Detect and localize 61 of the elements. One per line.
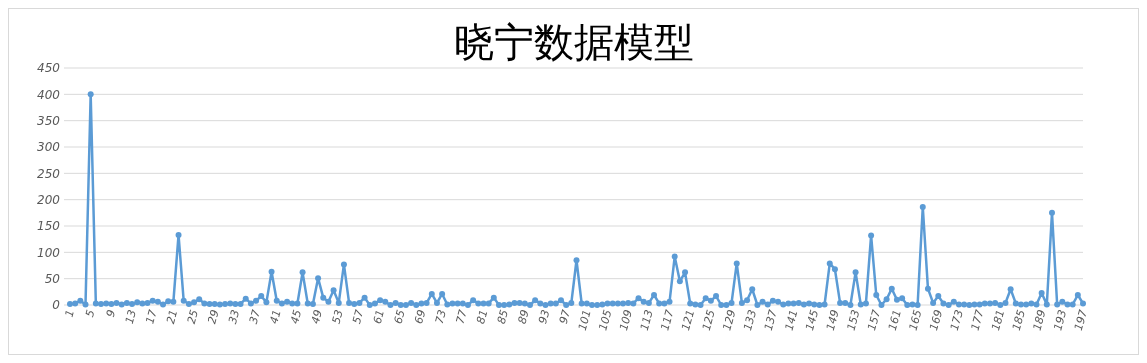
x-tick-label: 49 — [308, 308, 325, 326]
x-tick-label: 77 — [453, 308, 470, 326]
x-tick-label: 105 — [596, 308, 615, 333]
y-tick-label: 300 — [37, 140, 61, 155]
x-tick-label: 57 — [350, 308, 367, 326]
x-tick-label: 189 — [1030, 308, 1049, 333]
x-tick-label: 5 — [83, 308, 98, 319]
x-tick-label: 165 — [906, 308, 925, 333]
chart-title: 晓宁数据模型 — [453, 19, 694, 65]
y-tick-label: 100 — [37, 245, 61, 260]
x-tick-label: 21 — [164, 308, 181, 326]
x-tick-label: 129 — [720, 308, 739, 333]
x-tick-label: 65 — [391, 308, 408, 326]
x-tick-label: 97 — [556, 308, 574, 326]
x-tick-label: 13 — [122, 308, 139, 326]
y-tick-label: 350 — [37, 113, 61, 128]
x-tick-label: 37 — [246, 308, 263, 326]
x-tick-label: 89 — [515, 308, 532, 326]
y-tick-label: 200 — [37, 192, 61, 207]
x-tick-label: 109 — [617, 308, 636, 333]
x-tick-label: 29 — [205, 308, 222, 326]
x-tick-label: 113 — [637, 308, 656, 333]
y-tick-label: 50 — [44, 271, 61, 286]
x-tick-label: 73 — [432, 308, 450, 326]
x-tick-label: 157 — [865, 308, 884, 333]
x-tick-label: 81 — [474, 308, 491, 326]
x-tick-label: 93 — [536, 308, 553, 326]
x-tick-label: 137 — [761, 308, 780, 333]
x-tick-label: 197 — [1071, 308, 1090, 333]
x-tick-label: 169 — [927, 308, 946, 333]
x-tick-label: 193 — [1051, 308, 1070, 333]
y-tick-label: 250 — [37, 166, 61, 181]
x-tick-label: 185 — [1009, 308, 1028, 333]
x-tick-label: 17 — [143, 308, 160, 326]
x-tick-label: 61 — [370, 308, 387, 326]
x-tick-label: 45 — [288, 308, 305, 326]
x-tick-label: 125 — [699, 308, 718, 333]
y-tick-label: 400 — [37, 87, 61, 102]
y-tick-label: 450 — [37, 61, 61, 76]
x-tick-label: 53 — [329, 308, 346, 326]
x-tick-label: 85 — [494, 308, 512, 326]
x-tick-label: 1 — [62, 308, 77, 319]
x-tick-label: 101 — [575, 308, 594, 333]
x-tick-label: 69 — [412, 308, 429, 326]
x-tick-label: 25 — [184, 308, 201, 326]
x-tick-label: 173 — [947, 308, 966, 333]
y-tick-label: 0 — [52, 298, 61, 313]
x-tick-label: 33 — [226, 308, 243, 326]
x-tick-label: 133 — [741, 308, 760, 333]
x-tick-label: 161 — [885, 308, 904, 333]
x-tick-label: 177 — [968, 308, 987, 333]
x-tick-label: 153 — [844, 308, 863, 333]
x-tick-label: 181 — [989, 308, 1008, 333]
x-tick-label: 145 — [803, 308, 822, 333]
x-tick-label: 117 — [658, 308, 677, 333]
x-tick-label: 41 — [267, 308, 284, 326]
x-tick-label: 141 — [782, 308, 801, 333]
x-tick-label: 121 — [679, 308, 698, 333]
y-tick-label: 150 — [37, 219, 61, 234]
x-tick-label: 9 — [103, 308, 119, 319]
x-tick-label: 149 — [823, 308, 842, 333]
